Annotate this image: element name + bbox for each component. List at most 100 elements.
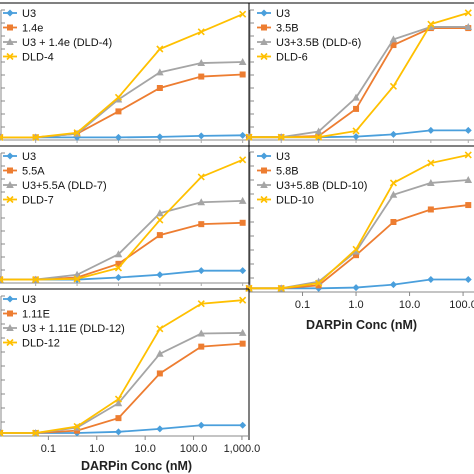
legend-label: 5.8B [276,166,299,178]
data-point [464,176,473,183]
data-point [239,131,247,139]
legend-entry: DLD-7 [3,195,54,207]
panel-dld-12-axes: 0.1 1.0 10.0 100.0 1,000.0 DARPin Conc (nM) [0,288,260,473]
data-point [465,202,472,209]
x-tick-label: 10.0 [399,299,420,311]
data-point [315,282,322,289]
data-point [114,250,123,258]
x-tick-label: 100.0 [180,443,208,455]
data-point [239,267,247,275]
legend-entry: DLD-6 [257,52,308,64]
legend-entry: U3 [3,8,36,20]
data-point [353,252,360,259]
data-point [353,105,360,112]
panel-dld-6-legend: U3 3.5B U3+3.5B (DLD-6) DLD-6 [257,8,361,64]
legend-swatch-marker [7,24,13,31]
data-point [352,284,360,292]
data-point [464,22,473,30]
data-point [114,93,123,101]
data-point [197,173,205,181]
series-dld-10 [245,151,472,292]
series-u3-5-8b-dld-10- [245,176,473,292]
legend-label: DLD-12 [22,338,60,350]
legend-label: U3 + 1.11E (DLD-12) [22,323,125,335]
data-point [198,73,205,80]
x-axis-label: DARPin Conc (nM) [306,318,417,332]
data-point [239,296,247,304]
data-point [352,245,360,253]
data-point [427,159,435,167]
legend-label: 3.5B [276,23,299,35]
data-point [156,232,163,239]
legend-label: DLD-6 [276,52,308,64]
legend-swatch-marker [7,167,13,174]
data-point [427,178,435,186]
legend-swatch-marker [6,152,14,160]
data-point [464,126,472,134]
data-point [198,221,205,228]
legend-swatch-marker [260,9,268,17]
legend-swatch-marker [6,181,14,188]
legend-entry: DLD-10 [257,195,314,207]
series-u3-1-4e-dld-4- [0,58,247,141]
legend-swatch-marker [260,152,268,160]
x-tick-label: 0.1 [295,299,310,311]
series-1-11e [0,340,246,437]
legend-entry: U3+5.5A (DLD-7) [3,180,107,192]
data-point [32,133,40,141]
data-point [352,133,360,141]
data-point [238,328,247,336]
legend-entry: U3 [257,8,290,20]
data-point [197,329,206,337]
data-point [389,179,398,187]
legend-entry: 5.5A [3,166,45,178]
legend-entry: U3+5.8B (DLD-10) [257,180,367,192]
data-point [239,10,247,18]
x-tick-label: 10.0 [134,443,155,455]
data-point [427,20,435,28]
data-point [156,45,164,53]
legend-swatch-marker [260,52,268,61]
panel-dld-10-legend: U3 5.8B U3+5.8B (DLD-10) DLD-10 [257,151,367,207]
data-point [156,370,163,377]
data-point [32,429,40,437]
data-point [114,428,122,436]
legend-label: DLD-10 [276,195,314,207]
legend-entry: U3 [257,151,290,163]
data-point [0,429,4,437]
panel-dld-7-series [0,156,247,284]
data-point [114,395,123,403]
legend-label: U3+5.5A (DLD-7) [22,180,107,192]
data-point [197,267,205,275]
legend-label: U3+3.5B (DLD-6) [276,37,361,49]
data-point [73,422,81,431]
data-point [114,399,123,407]
data-point [314,127,323,135]
x-tick-label: 1.0 [89,443,104,455]
data-point [156,85,163,91]
data-point [115,415,122,422]
legend-label: DLD-7 [22,195,54,207]
data-point [115,108,122,115]
data-point [315,133,323,141]
data-point [114,274,122,282]
data-point [464,9,472,17]
series-dld-7 [0,156,247,284]
legend-entry: U3+3.5B (DLD-6) [257,37,361,49]
panel-dld-4-legend: U3 1.4e U3 + 1.4e (DLD-4) DLD-4 [3,8,112,64]
x-tick-label: 0.1 [41,443,56,455]
series-u3-5-5a-dld-7- [0,196,247,283]
series-dld-12 [0,296,247,437]
data-point [197,198,206,206]
data-point [73,275,81,283]
legend-swatch-marker [6,324,14,331]
data-point [238,58,247,65]
legend-entry: DLD-4 [3,52,54,64]
legend-label: 5.5A [22,166,45,178]
x-axis-label: DARPin Conc (nM) [81,459,192,473]
legend-entry: U3 [3,294,36,306]
data-point [315,279,323,287]
data-point [389,281,397,289]
legend-swatch-marker [7,310,13,317]
